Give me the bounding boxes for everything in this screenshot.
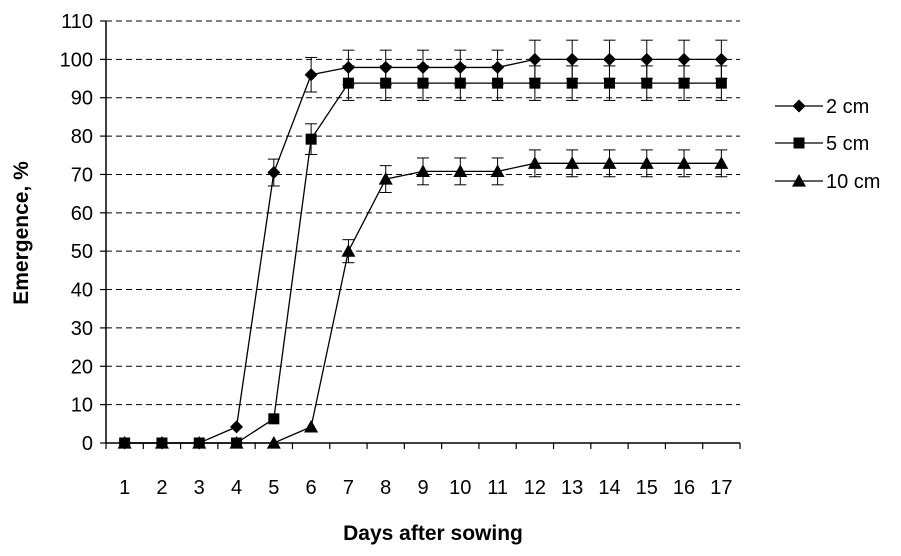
- x-tick-label: 12: [524, 477, 546, 499]
- y-axis-title: Emergence, %: [10, 161, 33, 305]
- data-point-10-cm: [341, 244, 356, 257]
- data-point-5-cm: [342, 77, 354, 89]
- legend-label: 5 cm: [826, 133, 869, 155]
- x-tick-label: 3: [194, 477, 205, 499]
- legend-marker-10-cm: [792, 174, 806, 187]
- y-tick-label: 20: [71, 356, 93, 378]
- series-line-10-cm: [124, 162, 722, 444]
- data-point-5-cm: [417, 77, 429, 89]
- data-point-10-cm: [490, 164, 505, 177]
- legend-marker-2-cm: [792, 99, 806, 113]
- data-point-2-cm: [528, 52, 542, 66]
- data-point-5-cm: [380, 77, 392, 89]
- data-point-10-cm: [416, 164, 430, 177]
- x-tick-label: 14: [598, 477, 620, 499]
- data-point-10-cm: [154, 436, 169, 449]
- series-5-cm: [119, 65, 728, 449]
- data-series: [117, 39, 729, 450]
- data-point-2-cm: [267, 166, 281, 180]
- data-point-10-cm: [714, 156, 729, 169]
- data-point-10-cm: [117, 436, 132, 449]
- y-tick-label: 0: [82, 433, 93, 455]
- legend-label: 10 cm: [826, 171, 880, 193]
- x-tick-label: 16: [673, 477, 695, 499]
- legend: 2 cm 5 cm 10 cm: [775, 96, 880, 193]
- x-tick-label: 1: [119, 477, 130, 499]
- data-point-5-cm: [566, 77, 578, 89]
- data-point-10-cm: [602, 156, 617, 169]
- series-2-cm: [118, 39, 728, 450]
- data-point-10-cm: [677, 156, 692, 169]
- data-point-10-cm: [639, 156, 654, 169]
- x-tick-labels: 1 2 3 4 5 6 7 8 9 10 11 12 13 14 15 16 17: [119, 477, 732, 499]
- data-point-5-cm: [454, 77, 466, 89]
- x-tick-label: 8: [380, 477, 391, 499]
- data-point-5-cm: [678, 77, 690, 89]
- data-point-5-cm: [268, 413, 280, 425]
- data-point-2-cm: [714, 52, 728, 66]
- data-point-5-cm: [603, 77, 615, 89]
- legend-item-5-cm: 5 cm: [775, 133, 869, 155]
- data-point-5-cm: [641, 77, 653, 89]
- x-tick-label: 6: [306, 477, 317, 499]
- data-point-2-cm: [602, 52, 616, 66]
- legend-item-2-cm: 2 cm: [775, 96, 869, 118]
- x-tick-label: 2: [156, 477, 167, 499]
- legend-label: 2 cm: [826, 96, 869, 118]
- y-tick-labels: 0 10 20 30 40 50 60 70 80 90 100 110: [60, 11, 93, 455]
- y-tick-label: 70: [71, 164, 93, 186]
- data-point-2-cm: [640, 52, 654, 66]
- series-10-cm: [117, 149, 729, 449]
- data-point-10-cm: [266, 436, 281, 449]
- y-tick-label: 10: [71, 395, 93, 417]
- y-tick-label: 30: [71, 318, 93, 340]
- data-point-2-cm: [677, 52, 691, 66]
- x-tick-label: 7: [343, 477, 354, 499]
- y-tick-label: 60: [71, 203, 93, 225]
- data-point-10-cm: [378, 172, 393, 185]
- legend-item-10-cm: 10 cm: [775, 171, 880, 193]
- x-tick-label: 17: [710, 477, 732, 499]
- data-point-2-cm: [565, 52, 579, 66]
- data-point-5-cm: [305, 133, 317, 145]
- x-tick-label: 4: [231, 477, 242, 499]
- y-tick-label: 90: [71, 88, 93, 110]
- y-tick-label: 50: [71, 241, 93, 263]
- x-tick-label: 10: [449, 477, 471, 499]
- x-axis-title: Days after sowing: [343, 522, 523, 545]
- data-point-10-cm: [229, 436, 244, 449]
- data-point-2-cm: [230, 420, 244, 434]
- x-tick-label: 5: [268, 477, 279, 499]
- data-point-5-cm: [529, 77, 541, 89]
- y-tick-label: 80: [71, 126, 93, 148]
- legend-marker-5-cm: [793, 137, 805, 149]
- data-point-10-cm: [453, 164, 468, 177]
- x-tick-label: 13: [561, 477, 583, 499]
- gridlines: [106, 20, 740, 406]
- data-point-10-cm: [304, 419, 319, 433]
- y-tick-label: 40: [71, 280, 93, 302]
- x-tick-label: 15: [636, 477, 658, 499]
- series-line-5-cm: [124, 82, 722, 444]
- data-point-10-cm: [565, 156, 580, 169]
- data-point-10-cm: [527, 156, 542, 169]
- data-point-2-cm: [304, 68, 318, 82]
- data-point-5-cm: [492, 77, 504, 89]
- y-tick-label: 100: [60, 49, 93, 71]
- data-point-10-cm: [192, 436, 207, 449]
- y-tick-label: 110: [61, 11, 93, 33]
- x-tick-label: 9: [417, 477, 428, 499]
- data-point-5-cm: [715, 77, 727, 89]
- x-tick-label: 11: [487, 477, 508, 499]
